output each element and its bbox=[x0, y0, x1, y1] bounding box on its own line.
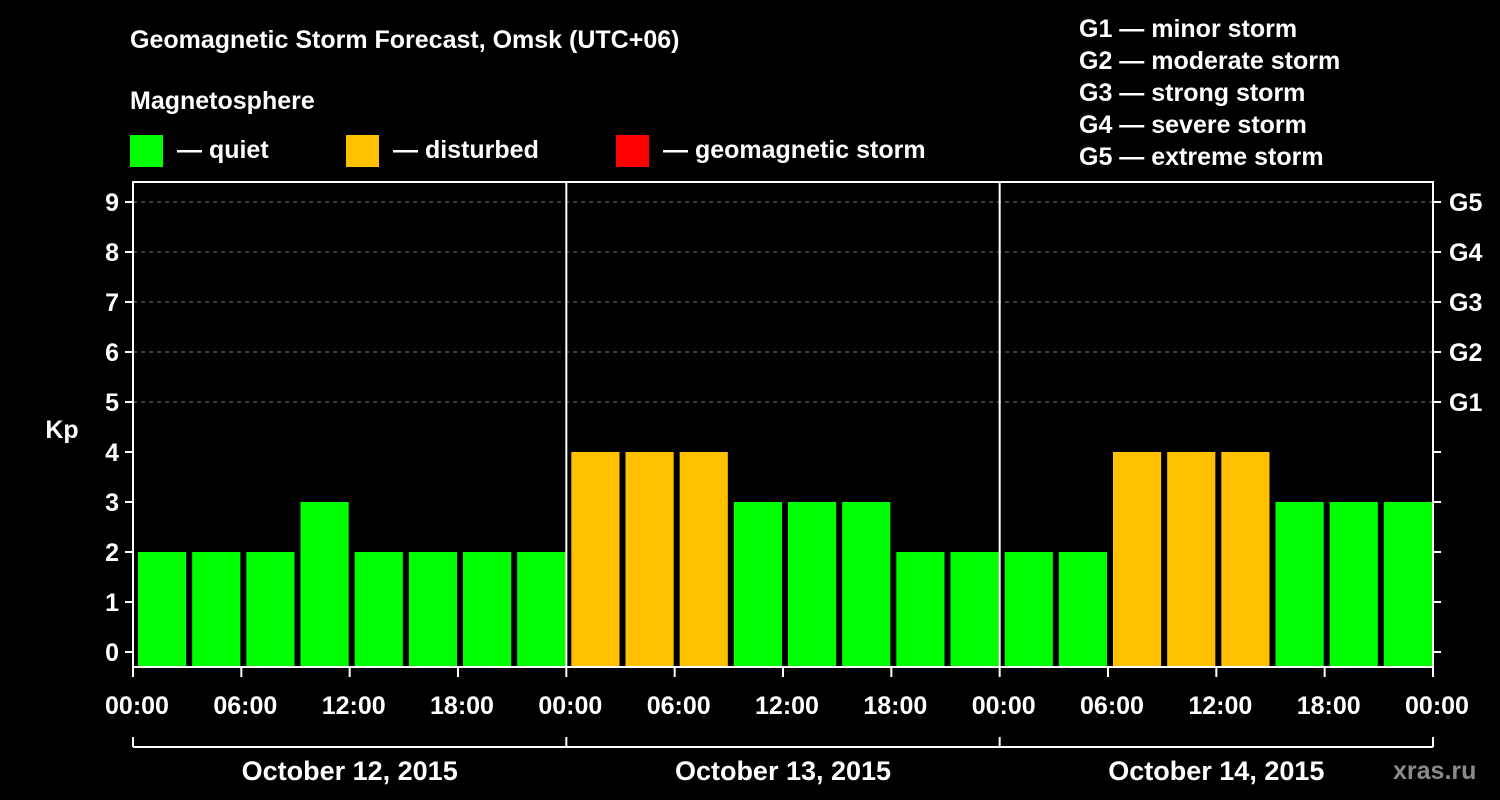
x-tick-label: 00:00 bbox=[538, 692, 602, 720]
bar bbox=[192, 552, 241, 667]
chart-title: Geomagnetic Storm Forecast, Omsk (UTC+06… bbox=[130, 26, 679, 54]
bar bbox=[679, 452, 728, 667]
x-tick-label: 12:00 bbox=[1188, 692, 1252, 720]
bar bbox=[1329, 502, 1378, 667]
x-tick-label: 18:00 bbox=[430, 692, 494, 720]
legend-swatch-disturbed bbox=[346, 135, 379, 167]
x-tick-label: 18:00 bbox=[1297, 692, 1361, 720]
x-tick-label: 00:00 bbox=[1405, 692, 1469, 720]
y-tick-label: 5 bbox=[105, 389, 119, 417]
x-tick-label: 06:00 bbox=[1080, 692, 1144, 720]
bar bbox=[138, 552, 187, 667]
y-tick-label: 3 bbox=[105, 489, 119, 517]
bar bbox=[1221, 452, 1270, 667]
scale-g1: G1 — minor storm bbox=[1079, 15, 1297, 43]
bar bbox=[788, 502, 837, 667]
g-scale-label: G1 bbox=[1449, 389, 1482, 417]
legend-label-storm: — geomagnetic storm bbox=[663, 136, 926, 164]
bar bbox=[1275, 502, 1324, 667]
bar bbox=[246, 552, 295, 667]
legend-label-disturbed: — disturbed bbox=[393, 136, 539, 164]
legend-swatch-quiet bbox=[130, 135, 163, 167]
x-tick-label: 06:00 bbox=[213, 692, 277, 720]
legend-swatch-storm bbox=[616, 135, 649, 167]
bar bbox=[1383, 502, 1432, 667]
bar bbox=[408, 552, 457, 667]
y-tick-label: 8 bbox=[105, 239, 119, 267]
scale-g2: G2 — moderate storm bbox=[1079, 47, 1340, 75]
x-tick-label: 06:00 bbox=[647, 692, 711, 720]
bar bbox=[354, 552, 403, 667]
bar bbox=[1004, 552, 1053, 667]
credit: xras.ru bbox=[1393, 757, 1476, 785]
y-tick-label: 7 bbox=[105, 289, 119, 317]
y-tick-label: 0 bbox=[105, 639, 119, 667]
bar bbox=[517, 552, 566, 667]
bar bbox=[733, 502, 782, 667]
x-tick-label: 00:00 bbox=[972, 692, 1036, 720]
x-tick-label: 12:00 bbox=[755, 692, 819, 720]
bar bbox=[1058, 552, 1107, 667]
storm-scale-legend: G1 — minor storm G2 — moderate storm G3 … bbox=[1079, 15, 1340, 171]
legend-label-quiet: — quiet bbox=[177, 136, 269, 164]
y-tick-label: 9 bbox=[105, 189, 119, 217]
y-tick-label: 1 bbox=[105, 589, 119, 617]
bar bbox=[571, 452, 620, 667]
day-label: October 12, 2015 bbox=[242, 756, 458, 786]
bar bbox=[1167, 452, 1216, 667]
legend-title: Magnetosphere bbox=[130, 87, 315, 115]
bar bbox=[463, 552, 512, 667]
g-scale-label: G3 bbox=[1449, 289, 1482, 317]
plot-area: 0 1 2 3 4 5 6 7 8 9 G1 G2 G3 G4 G5 00:00 06:00 12:00 18:00… bbox=[105, 181, 1482, 786]
y-tick-label: 2 bbox=[105, 539, 119, 567]
scale-g3: G3 — strong storm bbox=[1079, 79, 1305, 107]
g-scale-label: G4 bbox=[1449, 239, 1482, 267]
g-scale-label: G2 bbox=[1449, 339, 1482, 367]
day-label: October 14, 2015 bbox=[1108, 756, 1324, 786]
bar bbox=[950, 552, 999, 667]
bar bbox=[842, 502, 891, 667]
x-tick-label: 00:00 bbox=[105, 692, 169, 720]
x-tick-label: 12:00 bbox=[322, 692, 386, 720]
bar bbox=[300, 502, 349, 667]
y-tick-label: 6 bbox=[105, 339, 119, 367]
bar bbox=[1113, 452, 1162, 667]
legend: — quiet — disturbed — geomagnetic storm bbox=[130, 135, 926, 167]
day-label: October 13, 2015 bbox=[675, 756, 891, 786]
y-tick-label: 4 bbox=[105, 439, 119, 467]
scale-g4: G4 — severe storm bbox=[1079, 111, 1307, 139]
bar bbox=[896, 552, 945, 667]
bar bbox=[625, 452, 674, 667]
scale-g5: G5 — extreme storm bbox=[1079, 143, 1324, 171]
y-axis-label: Kp bbox=[45, 416, 78, 444]
g-scale-label: G5 bbox=[1449, 189, 1482, 217]
x-tick-label: 18:00 bbox=[863, 692, 927, 720]
